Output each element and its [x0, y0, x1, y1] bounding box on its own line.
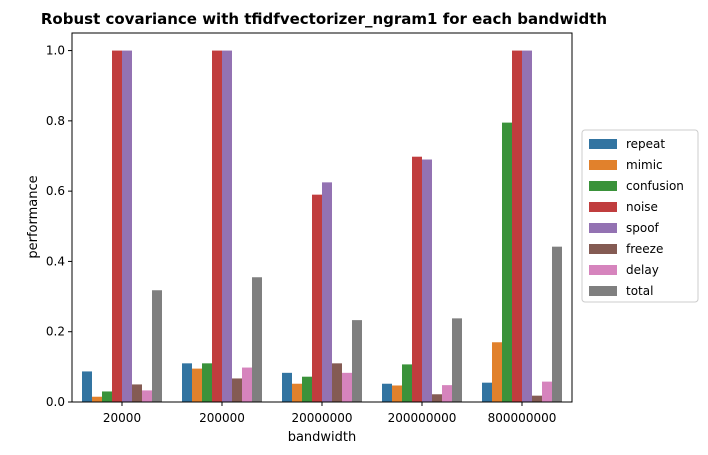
bar-spoof-800000000	[522, 50, 532, 402]
bar-delay-20000	[142, 390, 152, 402]
bar-total-20000	[152, 290, 162, 402]
chart-title: Robust covariance with tfidfvectorizer_n…	[41, 10, 607, 28]
legend-label-noise: noise	[626, 200, 658, 214]
y-tick-label: 0.2	[46, 325, 65, 339]
y-tick-label: 1.0	[46, 44, 65, 58]
bar-confusion-20000000	[302, 376, 312, 402]
bar-spoof-20000	[122, 50, 132, 402]
legend-swatch-mimic	[589, 160, 617, 170]
legend-swatch-noise	[589, 202, 617, 212]
bar-noise-200000	[212, 50, 222, 402]
bar-delay-200000	[242, 367, 252, 402]
legend-swatch-delay	[589, 265, 617, 275]
bar-repeat-200000000	[382, 383, 392, 402]
legend-swatch-repeat	[589, 139, 617, 149]
legend-label-mimic: mimic	[626, 158, 663, 172]
y-axis: 0.0 0.2 0.4 0.6 0.8 1.0	[46, 44, 72, 409]
bar-delay-200000000	[442, 385, 452, 402]
x-axis-label: bandwidth	[288, 430, 357, 445]
legend-label-repeat: repeat	[626, 137, 665, 151]
y-tick-label: 0.6	[46, 184, 65, 198]
legend-swatch-freeze	[589, 244, 617, 254]
bar-total-200000000	[452, 318, 462, 402]
legend-swatch-spoof	[589, 223, 617, 233]
bars-group	[82, 50, 562, 403]
bar-confusion-20000	[102, 391, 112, 402]
x-axis: 20000 200000 20000000 200000000 800000000	[103, 402, 556, 425]
bar-noise-800000000	[512, 50, 522, 402]
legend-swatch-confusion	[589, 181, 617, 191]
bar-noise-200000000	[412, 156, 422, 402]
legend-label-freeze: freeze	[626, 242, 663, 256]
bar-freeze-20000000	[332, 363, 342, 402]
y-axis-label: performance	[26, 175, 41, 258]
legend-swatch-total	[589, 286, 617, 296]
bar-spoof-200000000	[422, 159, 432, 402]
bar-repeat-200000	[182, 363, 192, 402]
legend-label-confusion: confusion	[626, 179, 684, 193]
bar-total-800000000	[552, 246, 562, 402]
bar-freeze-200000	[232, 378, 242, 402]
legend-frame	[581, 129, 699, 303]
bar-freeze-200000000	[432, 394, 442, 402]
bar-spoof-20000000	[322, 182, 332, 402]
bar-freeze-800000000	[532, 395, 542, 402]
bar-mimic-800000000	[492, 342, 502, 402]
bar-mimic-200000	[192, 368, 202, 402]
legend-label-spoof: spoof	[626, 221, 660, 235]
y-tick-label: 0.0	[46, 395, 65, 409]
bar-freeze-20000	[132, 384, 142, 402]
bar-total-20000000	[352, 320, 362, 402]
bar-confusion-200000000	[402, 364, 412, 402]
bar-repeat-800000000	[482, 382, 492, 402]
bar-mimic-20000000	[292, 383, 302, 402]
bar-delay-800000000	[542, 381, 552, 402]
x-tick-label: 200000000	[388, 411, 457, 425]
bar-repeat-20000	[82, 371, 92, 402]
bar-confusion-200000	[202, 363, 212, 402]
y-tick-label: 0.4	[46, 254, 65, 268]
bar-repeat-20000000	[282, 372, 292, 402]
x-tick-label: 20000000	[291, 411, 352, 425]
legend-label-total: total	[626, 284, 653, 298]
y-tick-label: 0.8	[46, 114, 65, 128]
bar-noise-20000000	[312, 194, 322, 402]
bar-spoof-200000	[222, 50, 232, 402]
legend: repeat mimic confusion noise spoof freeze dela…	[581, 129, 699, 303]
legend-label-delay: delay	[626, 263, 659, 277]
bar-mimic-20000	[92, 396, 102, 402]
x-tick-label: 200000	[199, 411, 245, 425]
bar-delay-20000000	[342, 372, 352, 402]
x-tick-label: 20000	[103, 411, 141, 425]
bar-noise-20000	[112, 50, 122, 402]
bar-total-200000	[252, 277, 262, 402]
x-tick-label: 800000000	[488, 411, 557, 425]
bar-confusion-800000000	[502, 122, 512, 403]
bar-mimic-200000000	[392, 385, 402, 402]
